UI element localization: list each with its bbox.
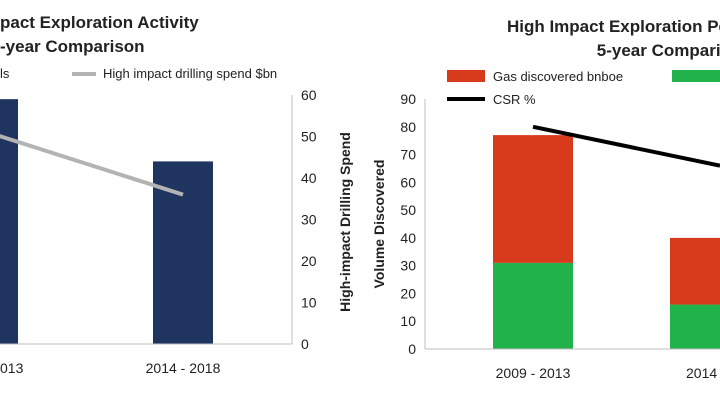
right-category-labels: 2009 - 2013 2014	[496, 365, 718, 381]
right-y-tick-7: 70	[400, 147, 416, 163]
right-y-tick-5: 50	[400, 202, 416, 218]
left-chart: pact Exploration Activity -year Comparis…	[0, 13, 353, 376]
left-category-label-0: 013	[0, 360, 24, 376]
left-right-tick-0: 0	[301, 336, 309, 352]
left-right-tick-3: 30	[301, 212, 317, 228]
left-chart-title: pact Exploration Activity	[0, 13, 199, 32]
left-legend-line-label: High impact drilling spend $bn	[103, 66, 277, 81]
right-y-tick-6: 60	[400, 174, 416, 190]
left-spend-line-path	[0, 134, 184, 197]
right-gas-bar-1	[670, 237, 720, 305]
right-y-tick-9: 90	[400, 91, 416, 107]
right-y-axis-ticks: 0 10 20 30 40 50 60 70 80 90	[400, 91, 416, 357]
right-legend-oil-swatch	[672, 70, 720, 82]
right-bars	[493, 135, 720, 349]
right-legend-gas-label: Gas discovered bnboe	[493, 69, 623, 84]
right-legend-csr-label: CSR %	[493, 92, 536, 107]
left-legend-bar-label: ls	[0, 66, 10, 81]
left-legend: ls High impact drilling spend $bn	[0, 66, 277, 81]
left-right-tick-1: 10	[301, 295, 317, 311]
left-right-tick-6: 60	[301, 87, 317, 103]
right-csr-line	[532, 124, 720, 168]
left-right-tick-2: 20	[301, 253, 317, 269]
left-right-axis-ticks: 0 10 20 30 40 50 60	[301, 87, 317, 352]
right-y-tick-1: 10	[400, 313, 416, 329]
right-oil-bar-0	[493, 262, 573, 349]
left-right-axis-title: High-impact Drilling Spend	[337, 132, 353, 312]
left-right-tick-4: 40	[301, 170, 317, 186]
right-legend: Gas discovered bnboe CSR %	[447, 69, 720, 107]
right-y-axis-title: Volume Discovered	[371, 160, 387, 289]
right-category-label-1: 2014	[686, 365, 717, 381]
right-chart: High Impact Exploration Pe 5-year Compar…	[371, 17, 720, 381]
right-chart-subtitle: 5-year Comparis	[597, 41, 720, 60]
left-bar-1	[153, 161, 213, 344]
left-bars	[0, 99, 213, 345]
left-bar-0	[0, 99, 18, 345]
right-chart-title: High Impact Exploration Pe	[507, 17, 720, 36]
right-y-tick-2: 20	[400, 285, 416, 301]
right-oil-bar-1	[670, 304, 720, 349]
left-category-labels: 013 2014 - 2018	[0, 360, 221, 376]
left-spend-line	[0, 134, 184, 197]
right-category-label-0: 2009 - 2013	[496, 365, 571, 381]
right-gas-bar-0	[493, 135, 573, 263]
left-chart-subtitle: -year Comparison	[0, 37, 145, 56]
right-legend-gas-swatch	[447, 70, 485, 82]
right-y-tick-0: 0	[408, 341, 416, 357]
right-y-tick-3: 30	[400, 258, 416, 274]
left-right-tick-5: 50	[301, 129, 317, 145]
right-y-tick-4: 40	[400, 230, 416, 246]
left-category-label-1: 2014 - 2018	[146, 360, 221, 376]
right-csr-line-path	[532, 124, 720, 168]
right-y-tick-8: 80	[400, 119, 416, 135]
